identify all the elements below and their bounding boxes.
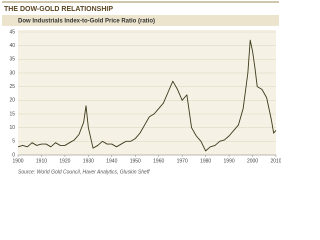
plot-area — [18, 30, 276, 155]
y-tick-label: 30 — [9, 70, 15, 76]
chart-title: THE DOW-GOLD RELATIONSHIP — [4, 6, 113, 13]
y-tick-label: 25 — [9, 84, 15, 90]
x-tick-label: 1950 — [130, 158, 141, 164]
x-tick-label: 1970 — [177, 158, 188, 164]
subtitle-band — [2, 15, 279, 26]
y-tick-label: 5 — [12, 139, 15, 145]
x-tick-label: 1990 — [224, 158, 235, 164]
y-tick-label: 35 — [9, 57, 15, 63]
y-tick-label: 0 — [12, 152, 15, 158]
x-tick-label: 1980 — [200, 158, 211, 164]
x-tick-label: 2000 — [247, 158, 258, 164]
x-tick-label: 1910 — [36, 158, 47, 164]
chart: THE DOW-GOLD RELATIONSHIP Dow Industrial… — [2, 1, 281, 175]
y-tick-label: 20 — [9, 98, 15, 104]
x-tick-label: 1930 — [83, 158, 94, 164]
x-tick-label: 1920 — [59, 158, 70, 164]
x-tick-label: 1900 — [12, 158, 23, 164]
y-tick-label: 40 — [9, 43, 15, 49]
x-tick-label: 1960 — [153, 158, 164, 164]
chart-subtitle: Dow Industrials Index-to-Gold Price Rati… — [18, 19, 155, 25]
x-tick-label: 1940 — [106, 158, 117, 164]
source-note: Source: World Gold Council, Haver Analyt… — [18, 169, 150, 175]
x-tick-label: 2010 — [270, 158, 281, 164]
y-tick-label: 10 — [9, 125, 15, 131]
y-tick-label: 15 — [9, 111, 15, 117]
data-line — [17, 39, 277, 152]
y-tick-label: 45 — [9, 29, 15, 35]
